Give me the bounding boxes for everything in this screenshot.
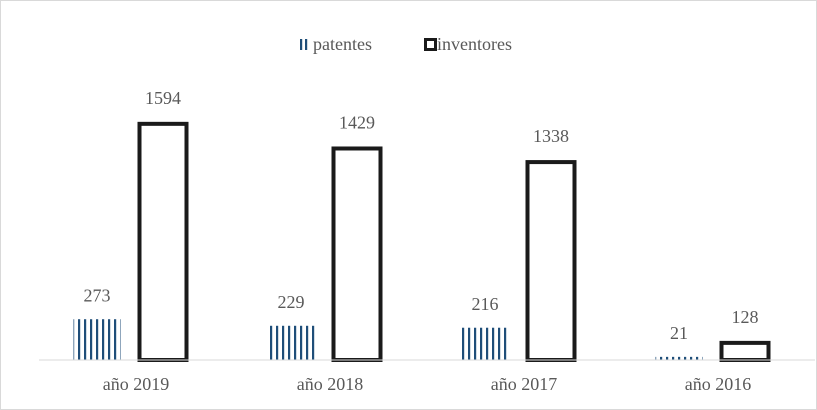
x-tick-label: año 2019 — [103, 374, 170, 394]
bar — [137, 121, 189, 362]
bar — [655, 356, 703, 360]
data-label: 216 — [472, 294, 499, 314]
x-tick-label: año 2017 — [491, 374, 558, 394]
data-label: 1429 — [339, 113, 375, 133]
legend-label: inventores — [437, 34, 512, 54]
bar — [719, 340, 771, 363]
bar — [267, 325, 315, 360]
legend-swatch — [424, 38, 437, 51]
bar — [73, 319, 121, 360]
data-label: 128 — [732, 307, 759, 327]
legend-swatch — [300, 39, 303, 50]
data-label: 1594 — [145, 88, 181, 108]
x-tick-label: año 2016 — [685, 374, 752, 394]
data-label: 1338 — [533, 126, 569, 146]
data-label: 229 — [278, 292, 305, 312]
legend-label: patentes — [313, 34, 372, 54]
bar — [525, 160, 577, 362]
data-label: 273 — [84, 285, 111, 305]
x-tick-label: año 2018 — [297, 374, 364, 394]
data-label: 21 — [670, 323, 688, 343]
bar — [461, 327, 509, 360]
legend-swatch — [305, 39, 308, 50]
bar — [331, 146, 383, 362]
